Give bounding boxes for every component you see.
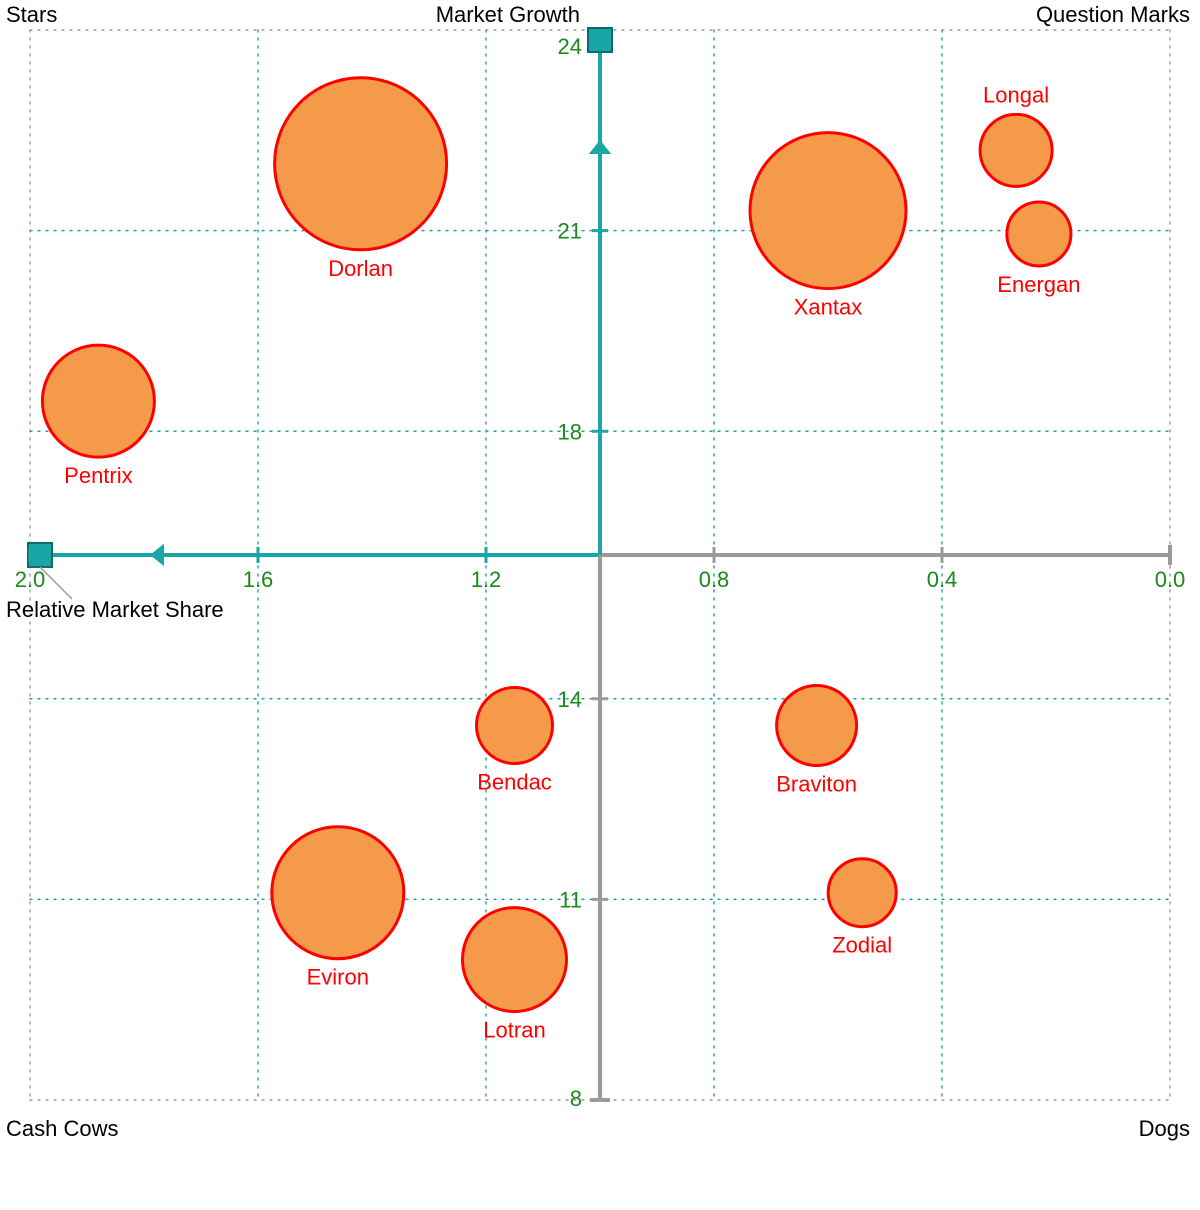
x-tick-label: 1.6 — [243, 567, 274, 592]
x-tick-label: 0.4 — [927, 567, 958, 592]
x-tick-label: 1.2 — [471, 567, 502, 592]
y-tick-label: 21 — [558, 219, 582, 244]
bubble-pentrix — [42, 345, 154, 457]
bubble-label-xantax: Xantax — [794, 295, 863, 320]
bubble-label-zodial: Zodial — [832, 933, 892, 958]
x-tick-label: 2.0 — [15, 567, 46, 592]
bubble-label-bendac: Bendac — [477, 770, 552, 795]
bubble-eviron — [272, 827, 404, 959]
quadrant-label-dogs: Dogs — [1139, 1116, 1190, 1141]
y-tick-label: 14 — [558, 687, 582, 712]
bubble-label-dorlan: Dorlan — [328, 256, 393, 281]
quadrant-label-cash-cows: Cash Cows — [6, 1116, 118, 1141]
bubble-dorlan — [275, 78, 447, 250]
quadrant-label-question-marks: Question Marks — [1036, 2, 1190, 27]
chart-svg: 2.0 1.6 1.2 0.8 0.4 0.0 21 18 14 11 24 8 Stars Questi… — [0, 0, 1200, 1210]
x-axis-title: Relative Market Share — [6, 597, 224, 622]
y-tick-label: 18 — [558, 419, 582, 444]
y-tick-label: 11 — [559, 887, 582, 912]
y-axis-arrow — [589, 140, 611, 154]
bubble-lotran — [463, 908, 567, 1012]
bubble-longal — [980, 114, 1052, 186]
bubble-bendac — [477, 688, 553, 764]
y-tick-label: 8 — [570, 1086, 582, 1111]
x-tick-label: 0.8 — [699, 567, 730, 592]
bubble-label-longal: Longal — [983, 82, 1049, 107]
bubble-label-braviton: Braviton — [776, 772, 857, 797]
x-axis-end-square — [28, 543, 52, 567]
bubble-energan — [1007, 202, 1071, 266]
bcg-matrix-chart: 2.0 1.6 1.2 0.8 0.4 0.0 21 18 14 11 24 8 Stars Questi… — [0, 0, 1200, 1210]
y-tick-label: 24 — [558, 34, 582, 59]
bubble-xantax — [750, 133, 906, 289]
bubble-label-energan: Energan — [997, 272, 1080, 297]
bubble-label-eviron: Eviron — [307, 965, 369, 990]
quadrant-label-stars: Stars — [6, 2, 57, 27]
bubble-label-pentrix: Pentrix — [64, 463, 132, 488]
bubble-label-lotran: Lotran — [483, 1018, 545, 1043]
y-axis-end-square — [588, 28, 612, 52]
x-axis-arrow — [150, 544, 164, 566]
bubble-zodial — [828, 859, 896, 927]
bubble-braviton — [777, 686, 857, 766]
x-tick-label: 0.0 — [1155, 567, 1186, 592]
y-axis-title: Market Growth — [436, 2, 580, 27]
